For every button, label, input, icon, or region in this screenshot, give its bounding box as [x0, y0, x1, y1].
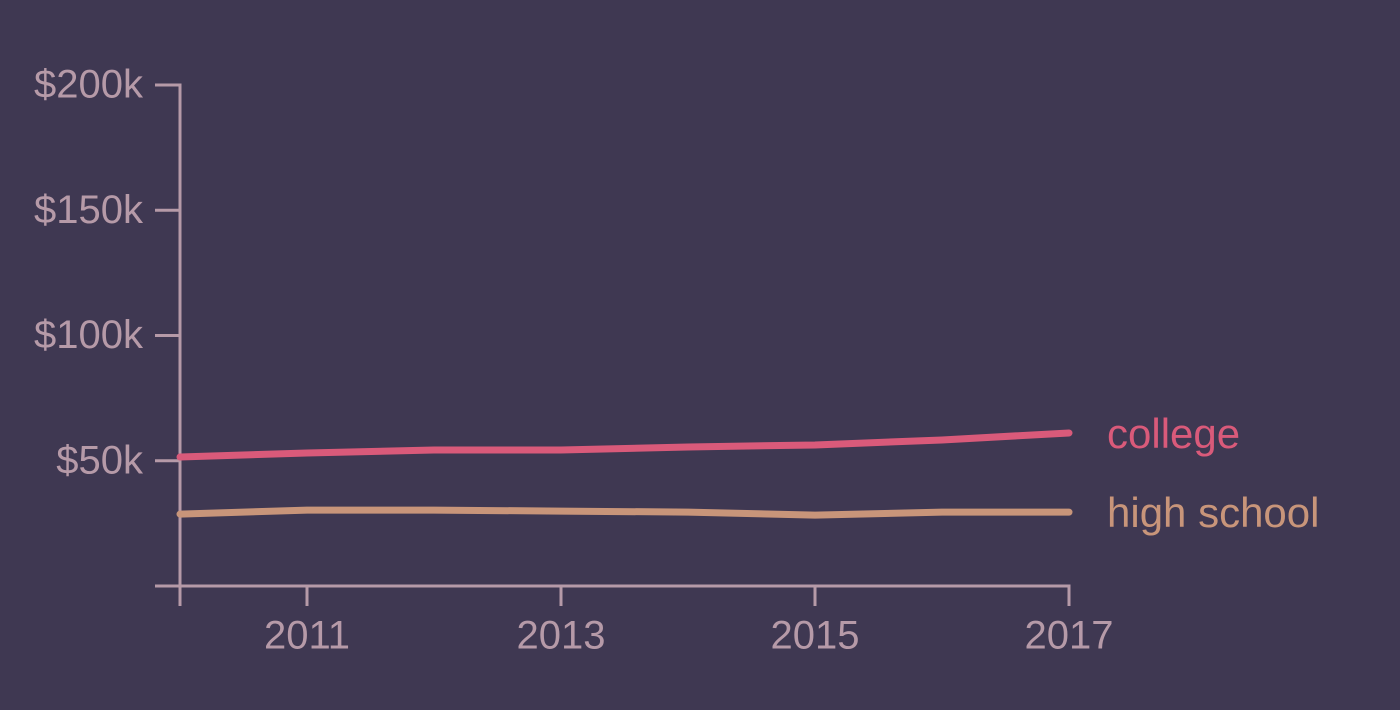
- y-tick-label: $100k: [34, 313, 144, 357]
- series-line: [176, 429, 1073, 461]
- series-line: [176, 506, 1073, 519]
- y-tick-label: $50k: [56, 438, 144, 482]
- y-tick-label: $150k: [34, 188, 144, 232]
- x-axis: [178, 584, 1071, 606]
- x-tick-label: 2011: [264, 614, 350, 658]
- x-tick-label: 2015: [771, 614, 860, 658]
- x-tick-label: 2017: [1025, 614, 1114, 658]
- y-tick-label: $200k: [34, 63, 144, 107]
- series-label: college: [1107, 410, 1240, 457]
- series-label: high school: [1107, 489, 1319, 536]
- x-tick-label: 2013: [517, 614, 606, 658]
